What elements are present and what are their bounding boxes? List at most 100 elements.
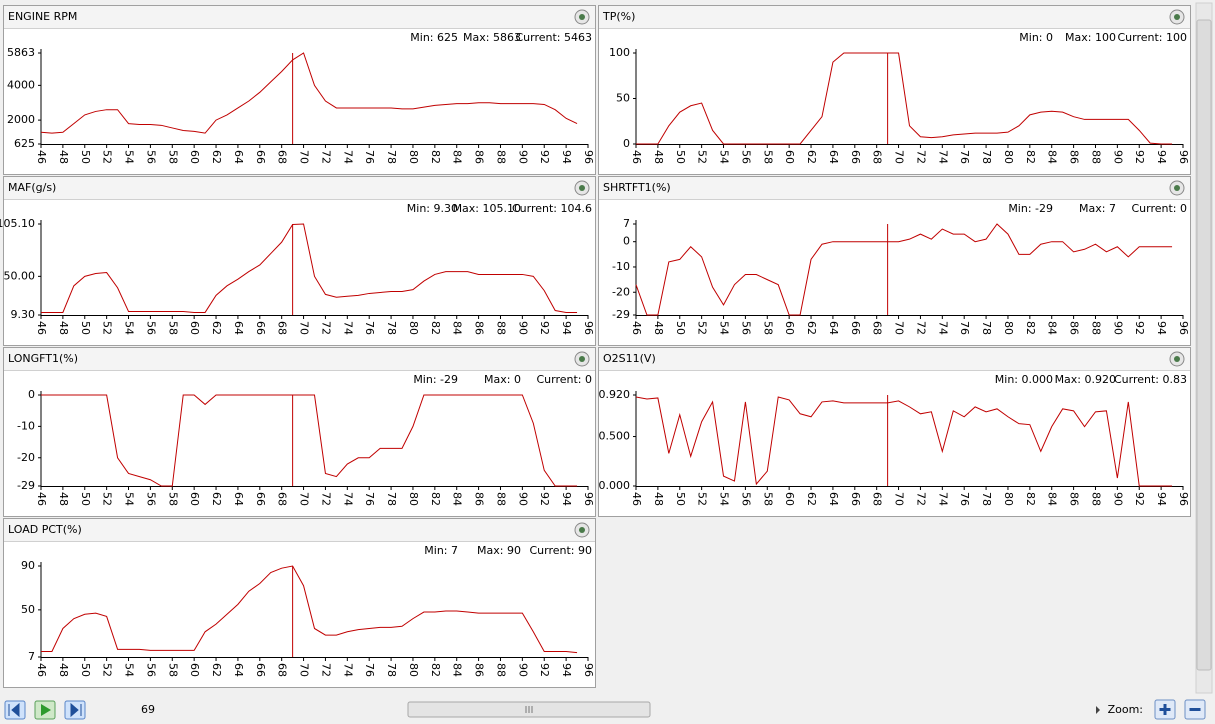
x-tick-label: 92: [538, 663, 551, 677]
x-tick-label: 72: [319, 321, 332, 335]
x-tick-label: 74: [936, 150, 949, 164]
chart-panel: LOAD PCT(%) Min: 7 Max: 90 Current: 90 7 50 90…: [3, 518, 596, 688]
x-tick-label: 82: [429, 492, 442, 506]
x-tick-label: 74: [936, 492, 949, 506]
x-tick-label: 92: [538, 150, 551, 164]
panel-header: [4, 348, 595, 370]
x-tick-label: 54: [123, 663, 136, 677]
stat-current: Current: 100: [1117, 31, 1187, 44]
stat-max: Max: 100: [1065, 31, 1116, 44]
x-tick-label: 60: [783, 150, 796, 164]
x-tick-label: 82: [429, 321, 442, 335]
x-tick-label: 50: [79, 663, 92, 677]
x-tick-label: 54: [718, 321, 731, 335]
x-tick-label: 70: [298, 150, 311, 164]
x-tick-label: 90: [1111, 492, 1124, 506]
chart-title: LOAD PCT(%): [8, 523, 82, 536]
x-tick-label: 80: [1002, 492, 1015, 506]
settings-icon: [579, 14, 585, 20]
chart-title: MAF(g/s): [8, 181, 56, 194]
x-tick-label: 60: [188, 150, 201, 164]
x-tick-label: 48: [652, 321, 665, 335]
next-icon: [70, 702, 82, 718]
x-tick-label: 54: [123, 321, 136, 335]
x-tick-label: 92: [1133, 150, 1146, 164]
stat-max: Max: 0.920: [1055, 373, 1116, 386]
x-tick-label: 66: [254, 321, 267, 335]
x-tick-label: 68: [276, 492, 289, 506]
x-tick-label: 86: [1068, 492, 1081, 506]
x-tick-label: 84: [451, 321, 464, 335]
x-tick-label: 46: [35, 321, 48, 335]
x-tick-label: 54: [718, 150, 731, 164]
x-tick-label: 88: [494, 321, 507, 335]
y-tick-label: 100: [609, 46, 630, 59]
panel-background: [598, 5, 1191, 175]
data-line: [636, 52, 1173, 145]
x-tick-label: 68: [871, 321, 884, 335]
x-tick-label: 70: [893, 492, 906, 506]
y-tick-label: 5863: [7, 46, 35, 59]
chart-title: TP(%): [602, 10, 635, 23]
zoom-in-icon: [1159, 704, 1171, 715]
previous-icon: [8, 702, 20, 718]
x-tick-label: 74: [341, 663, 354, 677]
x-tick-label: 56: [739, 321, 752, 335]
x-tick-label: 66: [254, 492, 267, 506]
x-tick-label: 52: [696, 492, 709, 506]
x-tick-label: 62: [210, 492, 223, 506]
stat-min: Min: -29: [1008, 202, 1053, 215]
panel-header: [599, 348, 1190, 370]
x-tick-label: 50: [674, 321, 687, 335]
x-tick-label: 84: [451, 663, 464, 677]
data-line: [41, 394, 578, 487]
x-tick-label: 96: [1177, 150, 1190, 164]
stat-current: Current: 0: [536, 373, 592, 386]
x-tick-label: 96: [582, 663, 595, 677]
x-tick-label: 68: [276, 321, 289, 335]
stat-max: Max: 7: [1079, 202, 1116, 215]
scroll-thumb[interactable]: [1196, 19, 1212, 671]
y-tick-label: 4000: [7, 78, 35, 91]
x-tick-label: 60: [783, 492, 796, 506]
x-tick-label: 94: [560, 663, 573, 677]
stat-min: Min: 0.000: [995, 373, 1053, 386]
x-tick-label: 52: [101, 150, 114, 164]
x-tick-label: 88: [1089, 492, 1102, 506]
x-tick-label: 70: [298, 321, 311, 335]
x-tick-label: 50: [674, 492, 687, 506]
x-tick-label: 62: [210, 663, 223, 677]
y-tick-label: 7: [28, 650, 35, 663]
scroll-right-arrow[interactable]: [1096, 706, 1100, 714]
x-tick-label: 50: [674, 150, 687, 164]
x-tick-label: 70: [298, 492, 311, 506]
x-tick-label: 84: [1046, 492, 1059, 506]
y-tick-label: -29: [612, 308, 630, 321]
y-tick-label: 0.920: [599, 388, 631, 401]
x-tick-label: 62: [805, 321, 818, 335]
y-tick-label: 50: [616, 92, 630, 105]
x-tick-label: 78: [980, 492, 993, 506]
stat-min: Min: 9.30: [407, 202, 458, 215]
x-tick-label: 86: [473, 663, 486, 677]
x-tick-label: 78: [385, 150, 398, 164]
x-tick-label: 80: [1002, 321, 1015, 335]
x-tick-label: 82: [1024, 492, 1037, 506]
x-tick-label: 46: [35, 492, 48, 506]
x-tick-label: 88: [494, 663, 507, 677]
x-tick-label: 48: [57, 663, 70, 677]
panel-background: [3, 5, 596, 175]
chart-title: SHRTFT1(%): [603, 181, 671, 194]
x-tick-label: 92: [1133, 321, 1146, 335]
x-tick-label: 56: [739, 150, 752, 164]
settings-icon: [579, 185, 585, 191]
x-tick-label: 64: [232, 150, 245, 164]
x-tick-label: 64: [827, 492, 840, 506]
x-tick-label: 90: [516, 663, 529, 677]
x-tick-label: 58: [166, 321, 179, 335]
x-tick-label: 50: [79, 321, 92, 335]
chart-title: O2S11(V): [603, 352, 656, 365]
x-tick-label: 94: [1155, 150, 1168, 164]
x-tick-label: 54: [718, 492, 731, 506]
x-tick-label: 88: [494, 150, 507, 164]
